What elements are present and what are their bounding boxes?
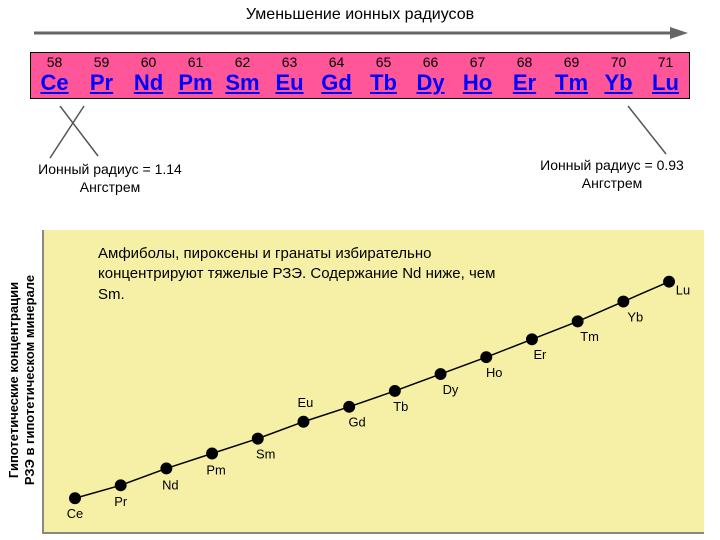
atomic-number-cell: 70	[595, 53, 642, 70]
callout-line-right-icon	[610, 104, 690, 160]
data-point-label: Eu	[298, 395, 314, 410]
data-point-label: Yb	[627, 309, 643, 324]
data-point	[298, 416, 310, 428]
lanthanide-row: 58 59 60 61 62 63 64 65 66 67 68 69 70 7…	[30, 52, 690, 99]
data-point	[663, 276, 675, 288]
atomic-number-cell: 62	[219, 53, 266, 70]
element-symbol-cell: Pr	[78, 70, 125, 98]
element-symbol-cell: Yb	[595, 70, 642, 98]
element-symbol-cell: Sm	[219, 70, 266, 98]
arrow-title: Уменьшение ионных радиусов	[30, 6, 690, 24]
data-point	[252, 433, 264, 445]
element-symbol-cell: Dy	[407, 70, 454, 98]
element-symbol-cell: Gd	[313, 70, 360, 98]
atomic-number-cell: 65	[360, 53, 407, 70]
ionic-radius-right-label: Ионный радиус = 0.93 Ангстрем	[532, 156, 692, 192]
atomic-number-cell: 67	[454, 53, 501, 70]
atomic-number-cell: 63	[266, 53, 313, 70]
data-point-label: Sm	[256, 446, 275, 461]
data-point	[69, 492, 81, 504]
data-point	[343, 401, 355, 413]
data-point-label: Lu	[676, 283, 690, 298]
data-point	[115, 479, 127, 491]
element-symbol-cell: Lu	[642, 70, 689, 98]
data-point-label: Ho	[486, 365, 503, 380]
data-point-label: Pr	[114, 494, 128, 509]
element-symbol-cell: Ce	[31, 70, 78, 98]
chart-annotation: Амфиболы, пироксены и гранаты избиратель…	[98, 244, 518, 305]
data-point-label: Nd	[162, 477, 179, 492]
data-point	[160, 462, 172, 474]
data-point-label: Er	[533, 347, 547, 362]
atomic-number-cell: 66	[407, 53, 454, 70]
element-symbol-cell: Nd	[125, 70, 172, 98]
atomic-number-row: 58 59 60 61 62 63 64 65 66 67 68 69 70 7…	[31, 53, 689, 70]
data-point-label: Tm	[580, 329, 599, 344]
data-point	[206, 448, 218, 460]
element-symbol-cell: Tm	[548, 70, 595, 98]
data-point	[572, 315, 584, 327]
atomic-number-cell: 69	[548, 53, 595, 70]
atomic-number-cell: 71	[642, 53, 689, 70]
atomic-number-cell: 58	[31, 53, 78, 70]
ree-concentration-chart: Ce Pr Nd Pm Sm Eu Gd Tb Dy Ho Er Tm Yb Lu Амфиболы, п…	[42, 230, 704, 534]
atomic-number-cell: 60	[125, 53, 172, 70]
atomic-number-cell: 59	[78, 53, 125, 70]
atomic-number-cell: 61	[172, 53, 219, 70]
element-symbol-row: Ce Pr Nd Pm Sm Eu Gd Tb Dy Ho Er Tm Yb L…	[31, 70, 689, 98]
callout-line-left-icon	[34, 104, 114, 164]
element-symbol-cell: Tb	[360, 70, 407, 98]
data-point-label: Pm	[206, 462, 225, 477]
data-point	[435, 368, 447, 380]
data-point-label: Gd	[349, 415, 366, 430]
data-point-label: Ce	[67, 506, 84, 521]
data-point	[480, 351, 492, 363]
element-symbol-cell: Ho	[454, 70, 501, 98]
atomic-number-cell: 64	[313, 53, 360, 70]
ionic-radius-left-label: Ионный радиус = 1.14 Ангстрем	[30, 160, 190, 196]
element-symbol-cell: Er	[501, 70, 548, 98]
data-point	[617, 296, 629, 308]
data-point	[526, 333, 538, 345]
data-point-label: Tb	[393, 399, 408, 414]
data-point	[389, 385, 401, 397]
element-symbol-cell: Pm	[172, 70, 219, 98]
data-point-label: Dy	[443, 382, 459, 397]
radius-decrease-header: Уменьшение ионных радиусов	[30, 6, 690, 42]
arrow-icon	[30, 26, 690, 40]
y-axis-label: Гипотетические концентрации РЗЭ в гипоте…	[6, 230, 37, 530]
atomic-number-cell: 68	[501, 53, 548, 70]
element-symbol-cell: Eu	[266, 70, 313, 98]
